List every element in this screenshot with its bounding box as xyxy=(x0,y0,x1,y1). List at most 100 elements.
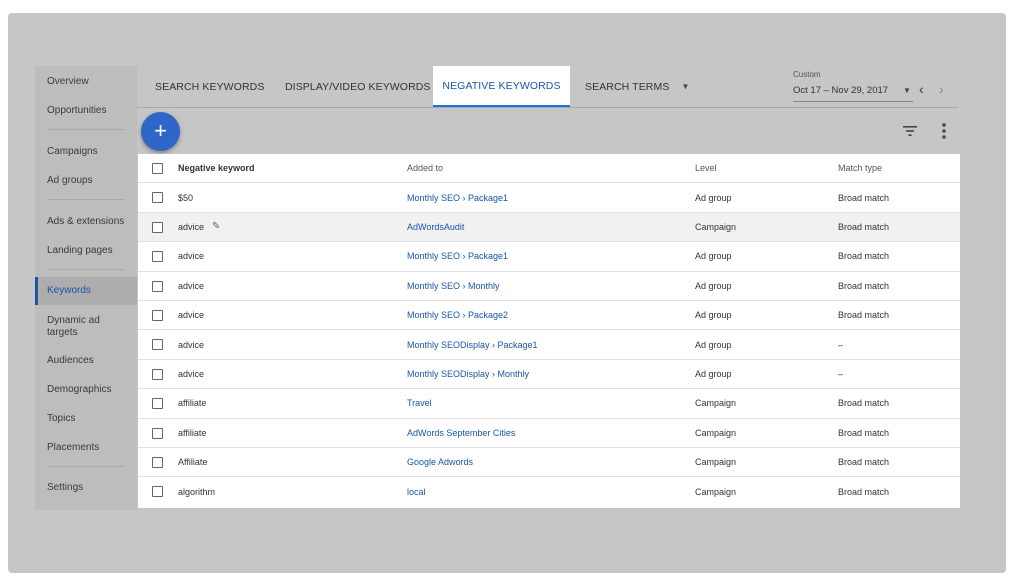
keyword-cell: $50 xyxy=(178,192,194,203)
row-checkbox[interactable] xyxy=(152,221,163,233)
filter-icon[interactable] xyxy=(903,125,917,137)
match-type-cell: Broad match xyxy=(838,457,890,468)
tab-search-terms[interactable]: SEARCH TERMS ▼ xyxy=(585,66,689,107)
keyword-cell: advice xyxy=(178,251,205,262)
row-checkbox[interactable] xyxy=(152,192,163,204)
sidebar-item-settings[interactable]: Settings xyxy=(47,482,84,493)
sidebar-item-audiences[interactable]: Audiences xyxy=(47,355,94,366)
header-added-to[interactable]: Added to xyxy=(407,163,444,174)
match-type-cell: Broad match xyxy=(838,427,890,438)
match-type-cell: Broad match xyxy=(838,192,890,203)
row-checkbox[interactable] xyxy=(152,368,163,380)
row-checkbox[interactable] xyxy=(152,280,163,292)
match-type-cell: – xyxy=(838,339,844,350)
row-checkbox[interactable] xyxy=(152,310,163,321)
pencil-icon[interactable]: ✎ xyxy=(212,221,221,233)
chevron-left-icon[interactable]: ‹ xyxy=(919,81,924,97)
added-to-link[interactable]: Travel xyxy=(407,398,432,409)
level-cell: Campaign xyxy=(695,487,737,498)
row-checkbox[interactable] xyxy=(152,398,163,410)
level-cell: Ad group xyxy=(695,310,732,321)
level-cell: Ad group xyxy=(695,339,732,350)
added-to-link[interactable]: Monthly SEODisplay › Package1 xyxy=(407,339,538,350)
date-range-picker[interactable]: Custom Oct 17 – Nov 29, 2017 ▼ ‹ › xyxy=(793,68,958,106)
added-to-link[interactable]: local xyxy=(407,487,426,498)
tab-search-keywords[interactable]: SEARCH KEYWORDS xyxy=(155,66,264,107)
level-cell: Campaign xyxy=(695,457,737,468)
more-vert-icon[interactable] xyxy=(939,122,949,140)
negative-keywords-table: Negative keyword Added to Level Match ty… xyxy=(138,154,960,508)
keyword-text: advice xyxy=(178,221,205,232)
added-to-link[interactable]: Monthly SEO › Monthly xyxy=(407,280,500,291)
added-to-link[interactable]: Google Adwords xyxy=(407,457,474,468)
sidebar-item-placements[interactable]: Placements xyxy=(47,442,100,453)
level-cell: Campaign xyxy=(695,221,737,232)
caret-down-icon[interactable]: ▼ xyxy=(903,86,911,95)
sidebar-item-demographics[interactable]: Demographics xyxy=(47,384,112,395)
level-cell: Ad group xyxy=(695,368,732,379)
tab-label: DISPLAY/VIDEO KEYWORDS xyxy=(285,80,431,93)
tab-display-video-keywords[interactable]: DISPLAY/VIDEO KEYWORDS xyxy=(285,66,431,107)
added-to-link[interactable]: Monthly SEO › Package1 xyxy=(407,192,509,203)
sidebar-item-ad-groups[interactable]: Ad groups xyxy=(47,175,93,186)
sidebar-item-keywords[interactable]: Keywords xyxy=(35,277,137,305)
table-header-row: Negative keyword Added to Level Match ty… xyxy=(138,154,960,184)
header-match-type[interactable]: Match type xyxy=(838,163,883,174)
table-row: affiliate Travel Campaign Broad match xyxy=(138,389,960,419)
added-to-link[interactable]: Monthly SEO › Package2 xyxy=(407,310,509,321)
row-checkbox[interactable] xyxy=(152,427,163,439)
tab-label: SEARCH TERMS xyxy=(585,80,670,93)
added-to-link[interactable]: Monthly SEO › Package1 xyxy=(407,251,509,262)
match-type-cell: Broad match xyxy=(838,398,890,409)
add-negative-keyword-button[interactable]: + xyxy=(141,112,180,151)
keyword-cell: advice xyxy=(178,368,205,379)
sidebar-item-dynamic-ad-targets[interactable]: Dynamic ad targets xyxy=(47,315,100,338)
header-negative-keyword[interactable]: Negative keyword xyxy=(178,163,255,174)
table-row: affiliate AdWords September Cities Campa… xyxy=(138,419,960,448)
date-range-label: Custom xyxy=(793,70,821,79)
keyword-cell: affiliate xyxy=(178,427,207,438)
sidebar-divider xyxy=(47,269,125,270)
date-underline xyxy=(793,101,913,102)
row-checkbox[interactable] xyxy=(152,457,163,468)
sidebar-divider xyxy=(47,199,125,200)
tab-bar: SEARCH KEYWORDS DISPLAY/VIDEO KEYWORDS N… xyxy=(137,66,958,108)
table-row: advice Monthly SEO › Package2 Ad group B… xyxy=(138,301,960,331)
keyword-cell: algorithm xyxy=(178,487,216,498)
row-checkbox[interactable] xyxy=(152,339,163,351)
added-to-link[interactable]: AdWords September Cities xyxy=(407,427,516,438)
table-toolbar: + xyxy=(137,109,958,154)
sidebar-item-ads-extensions[interactable]: Ads & extensions xyxy=(47,216,125,227)
added-to-link[interactable]: Monthly SEODisplay › Monthly xyxy=(407,368,530,379)
header-level[interactable]: Level xyxy=(695,163,717,174)
level-cell: Campaign xyxy=(695,427,737,438)
row-checkbox[interactable] xyxy=(152,251,163,263)
keyword-cell: advice xyxy=(178,339,205,350)
table-row: algorithm local Campaign Broad match xyxy=(138,477,960,506)
level-cell: Campaign xyxy=(695,398,737,409)
table-row: $50 Monthly SEO › Package1 Ad group Broa… xyxy=(138,183,960,213)
table-row: advice Monthly SEO › Package1 Ad group B… xyxy=(138,242,960,272)
sidebar-item-campaigns[interactable]: Campaigns xyxy=(47,146,98,157)
sidebar-item-landing-pages[interactable]: Landing pages xyxy=(47,245,113,256)
added-to-link[interactable]: AdWordsAudit xyxy=(407,221,465,232)
match-type-cell: Broad match xyxy=(838,221,890,232)
sidebar-divider xyxy=(47,129,125,130)
table-row: advice Monthly SEODisplay › Package1 Ad … xyxy=(138,330,960,360)
sidebar-item-overview[interactable]: Overview xyxy=(47,76,89,87)
tab-label: SEARCH KEYWORDS xyxy=(155,80,265,93)
tab-negative-keywords[interactable]: NEGATIVE KEYWORDS xyxy=(433,66,570,107)
keyword-cell: advice ✎ xyxy=(178,213,220,241)
tab-label: NEGATIVE KEYWORDS xyxy=(442,79,561,92)
date-range-value[interactable]: Oct 17 – Nov 29, 2017 xyxy=(793,85,889,96)
chevron-right-icon[interactable]: › xyxy=(939,81,944,97)
row-checkbox[interactable] xyxy=(152,486,163,498)
select-all-checkbox[interactable] xyxy=(152,163,163,174)
match-type-cell: Broad match xyxy=(838,487,890,498)
match-type-cell: Broad match xyxy=(838,310,890,321)
sidebar-item-opportunities[interactable]: Opportunities xyxy=(47,105,107,116)
sidebar-item-topics[interactable]: Topics xyxy=(47,413,76,424)
keyword-cell: advice xyxy=(178,310,205,321)
match-type-cell: – xyxy=(838,368,844,379)
match-type-cell: Broad match xyxy=(838,280,890,291)
